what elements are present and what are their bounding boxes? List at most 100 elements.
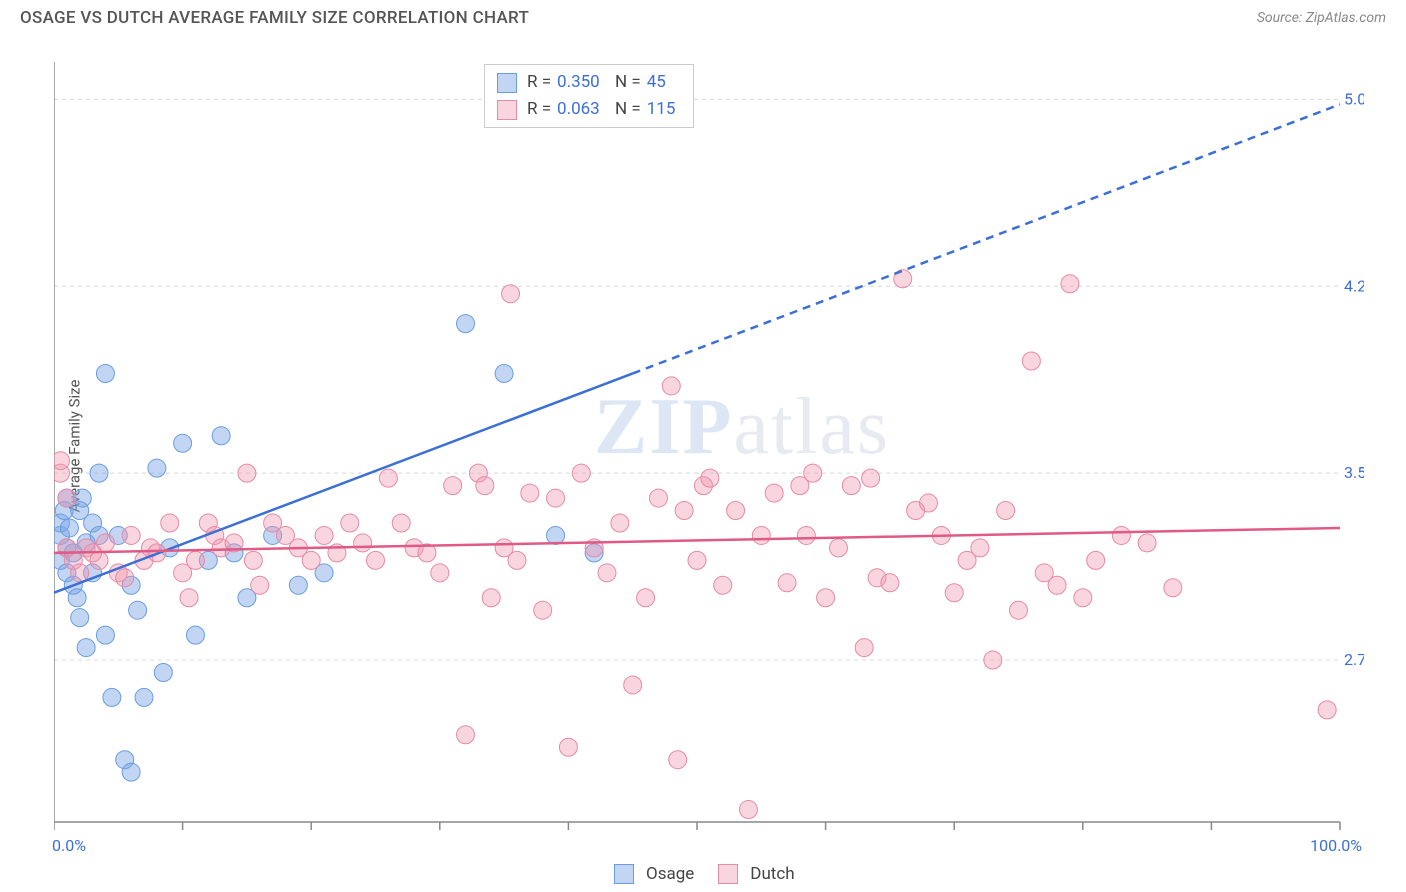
- scatter-point: [881, 574, 899, 592]
- scatter-point: [103, 688, 121, 706]
- legend-series-label: Dutch: [750, 864, 794, 884]
- scatter-point: [154, 663, 172, 681]
- y-tick-label: 3.50: [1344, 463, 1364, 482]
- scatter-point: [649, 489, 667, 507]
- scatter-point: [1112, 526, 1130, 544]
- scatter-chart: 2.75 3.50 4.25 5.00: [54, 52, 1364, 892]
- scatter-point: [765, 484, 783, 502]
- scatter-point: [739, 801, 757, 819]
- legend-swatch: [497, 73, 517, 93]
- legend-swatch: [497, 100, 517, 120]
- chart-title: OSAGE VS DUTCH AVERAGE FAMILY SIZE CORRE…: [20, 8, 529, 28]
- scatter-point: [180, 589, 198, 607]
- scatter-point: [1318, 701, 1336, 719]
- scatter-point: [457, 315, 475, 333]
- scatter-point: [752, 526, 770, 544]
- legend-r-value: 0.350: [557, 69, 609, 96]
- scatter-point: [675, 502, 693, 520]
- scatter-point: [96, 534, 114, 552]
- scatter-point: [669, 751, 687, 769]
- legend-n-label: N =: [615, 96, 641, 123]
- series-legend: Osage Dutch: [614, 864, 795, 884]
- legend-row: R =0.063N =115: [497, 96, 681, 123]
- scatter-point: [797, 526, 815, 544]
- scatter-point: [341, 514, 359, 532]
- correlation-legend: R =0.350N =45R =0.063N =115: [484, 64, 694, 128]
- scatter-point: [688, 551, 706, 569]
- legend-series-label: Osage: [646, 864, 694, 884]
- scatter-point: [727, 502, 745, 520]
- scatter-point: [1074, 589, 1092, 607]
- scatter-point: [547, 526, 565, 544]
- scatter-point: [482, 589, 500, 607]
- scatter-point: [855, 639, 873, 657]
- scatter-point: [559, 738, 577, 756]
- scatter-point: [90, 551, 108, 569]
- scatter-point: [1164, 579, 1182, 597]
- source-attribution: Source: ZipAtlas.com: [1257, 10, 1386, 26]
- scatter-point: [945, 584, 963, 602]
- scatter-point: [1061, 275, 1079, 293]
- scatter-point: [186, 626, 204, 644]
- scatter-point: [71, 564, 89, 582]
- scatter-point: [367, 551, 385, 569]
- scatter-point: [701, 469, 719, 487]
- legend-n-value: 115: [647, 96, 681, 123]
- scatter-point: [1048, 576, 1066, 594]
- scatter-point: [238, 464, 256, 482]
- scatter-point: [842, 477, 860, 495]
- scatter-point: [244, 551, 262, 569]
- scatter-point: [817, 589, 835, 607]
- source-name: ZipAtlas.com: [1306, 10, 1386, 26]
- scatter-point: [96, 626, 114, 644]
- scatter-point: [502, 285, 520, 303]
- scatter-point: [186, 551, 204, 569]
- scatter-point: [431, 564, 449, 582]
- y-tick-label: 5.00: [1344, 89, 1364, 108]
- scatter-point: [997, 502, 1015, 520]
- scatter-point: [302, 551, 320, 569]
- chart-area: 2.753.504.255.00 ZIPatlas R =0.350N =45R…: [54, 52, 1364, 842]
- scatter-point: [379, 469, 397, 487]
- scatter-point: [1010, 601, 1028, 619]
- legend-r-label: R =: [527, 96, 551, 123]
- scatter-point: [315, 526, 333, 544]
- scatter-point: [71, 609, 89, 627]
- scatter-point: [251, 576, 269, 594]
- scatter-point: [68, 589, 86, 607]
- scatter-point: [135, 688, 153, 706]
- scatter-point: [289, 576, 307, 594]
- scatter-point: [476, 477, 494, 495]
- legend-item: Dutch: [718, 864, 794, 884]
- scatter-point: [534, 601, 552, 619]
- y-tick-label: 2.75: [1344, 650, 1364, 669]
- scatter-point: [354, 534, 372, 552]
- scatter-point: [122, 763, 140, 781]
- scatter-point: [804, 464, 822, 482]
- scatter-point: [116, 569, 134, 587]
- scatter-point: [60, 519, 78, 537]
- scatter-point: [984, 651, 1002, 669]
- scatter-point: [161, 514, 179, 532]
- scatter-point: [1138, 534, 1156, 552]
- legend-item: Osage: [614, 864, 694, 884]
- scatter-point: [598, 564, 616, 582]
- scatter-point: [521, 484, 539, 502]
- legend-row: R =0.350N =45: [497, 69, 681, 96]
- scatter-point: [611, 514, 629, 532]
- trend-line-dashed: [633, 104, 1340, 373]
- scatter-point: [58, 489, 76, 507]
- legend-n-value: 45: [647, 69, 681, 96]
- source-prefix: Source:: [1257, 10, 1306, 26]
- scatter-point: [96, 364, 114, 382]
- scatter-point: [212, 427, 230, 445]
- scatter-point: [714, 576, 732, 594]
- legend-swatch: [614, 864, 634, 884]
- scatter-point: [122, 526, 140, 544]
- scatter-point: [90, 464, 108, 482]
- legend-swatch: [718, 864, 738, 884]
- y-tick-label: 4.25: [1344, 276, 1364, 295]
- scatter-point: [862, 469, 880, 487]
- x-axis-min-label: 0.0%: [52, 836, 86, 855]
- scatter-point: [919, 494, 937, 512]
